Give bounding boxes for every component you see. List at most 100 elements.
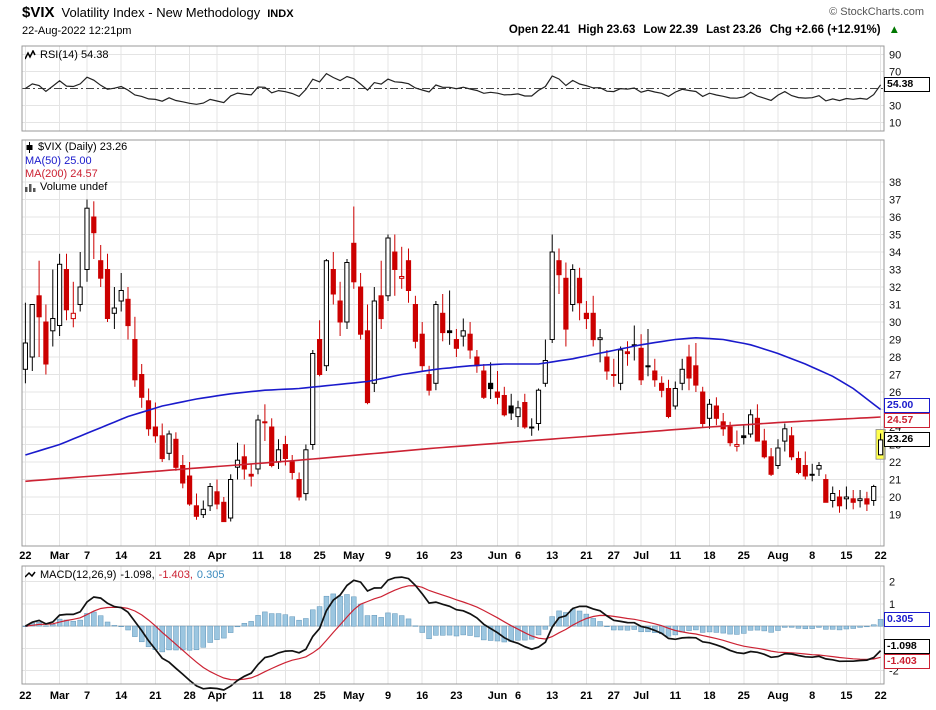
svg-text:28: 28 bbox=[183, 550, 195, 562]
svg-text:15: 15 bbox=[840, 550, 852, 562]
svg-text:Apr: Apr bbox=[208, 550, 228, 562]
symbol-name: Volatility Index - New Methodology bbox=[61, 5, 261, 20]
svg-text:25: 25 bbox=[313, 690, 325, 702]
svg-text:27: 27 bbox=[608, 550, 620, 562]
candlestick-icon bbox=[26, 141, 33, 153]
svg-text:9: 9 bbox=[385, 690, 391, 702]
svg-text:21: 21 bbox=[580, 690, 592, 702]
macd-line-value-box: -1.098 bbox=[884, 639, 930, 654]
quote-change: Chg +2.66 (+12.91%) bbox=[770, 24, 881, 36]
svg-text:13: 13 bbox=[546, 550, 558, 562]
svg-text:15: 15 bbox=[840, 690, 852, 702]
low-value: 22.39 bbox=[669, 24, 699, 36]
macd-legend: MACD(12,26,9) -1.098, -1.403, 0.305 bbox=[25, 569, 224, 581]
candlesticks bbox=[22, 199, 886, 523]
svg-text:22: 22 bbox=[874, 690, 886, 702]
svg-text:Mar: Mar bbox=[50, 550, 70, 562]
copyright: © StockCharts.com bbox=[829, 6, 924, 18]
macd-legend-macd-value: -1.098, bbox=[120, 569, 155, 581]
svg-text:13: 13 bbox=[546, 690, 558, 702]
svg-text:Jun: Jun bbox=[488, 550, 508, 562]
volume-legend-label: Volume undef bbox=[40, 181, 108, 193]
svg-text:May: May bbox=[343, 690, 365, 702]
ma50-last-value-box: 25.00 bbox=[884, 398, 930, 414]
svg-text:22: 22 bbox=[19, 550, 31, 562]
svg-text:Mar: Mar bbox=[50, 690, 70, 702]
quote-datetime: 22-Aug-2022 12:21pm bbox=[22, 25, 132, 37]
rsi-legend-label: RSI(14) 54.38 bbox=[40, 49, 109, 61]
svg-text:31: 31 bbox=[889, 300, 901, 312]
svg-text:25: 25 bbox=[738, 550, 750, 562]
svg-text:21: 21 bbox=[149, 690, 161, 702]
svg-text:8: 8 bbox=[809, 550, 815, 562]
svg-text:16: 16 bbox=[416, 690, 428, 702]
svg-text:6: 6 bbox=[515, 550, 521, 562]
svg-text:8: 8 bbox=[809, 690, 815, 702]
quote-summary: Open 22.41 High 23.63 Low 22.39 Last 23.26 C… bbox=[509, 24, 900, 36]
svg-text:23: 23 bbox=[450, 690, 462, 702]
svg-text:1: 1 bbox=[889, 599, 895, 611]
ma-200--line bbox=[25, 416, 881, 483]
svg-text:27: 27 bbox=[889, 370, 901, 382]
svg-text:22: 22 bbox=[874, 550, 886, 562]
svg-text:23: 23 bbox=[450, 550, 462, 562]
last-value: 23.26 bbox=[732, 24, 762, 36]
volume-bars-icon bbox=[25, 184, 36, 192]
high-value: 23.63 bbox=[606, 24, 636, 36]
svg-text:Jul: Jul bbox=[633, 690, 649, 702]
svg-text:22: 22 bbox=[889, 457, 901, 469]
macd-legend-signal-value: -1.403, bbox=[158, 569, 193, 581]
svg-text:20: 20 bbox=[889, 492, 901, 504]
svg-text:25: 25 bbox=[313, 550, 325, 562]
price-last-value-box: 23.26 bbox=[884, 432, 930, 448]
gridlines bbox=[22, 46, 884, 684]
macd-legend-hist-value: 0.305 bbox=[196, 569, 225, 581]
rsi-indicator-icon bbox=[25, 50, 36, 60]
svg-text:Aug: Aug bbox=[767, 690, 788, 702]
svg-text:Jul: Jul bbox=[633, 550, 649, 562]
svg-text:38: 38 bbox=[889, 177, 901, 189]
macd-indicator-icon bbox=[25, 571, 36, 578]
macd-hist-value-box: 0.305 bbox=[884, 611, 930, 627]
ma200-legend-label: MA(200) 24.57 bbox=[25, 168, 98, 180]
title-row: $VIX Volatility Index - New Methodology … bbox=[22, 4, 294, 21]
quote-high: High 23.63 bbox=[578, 24, 635, 36]
svg-text:27: 27 bbox=[608, 690, 620, 702]
svg-text:7: 7 bbox=[84, 550, 90, 562]
svg-text:18: 18 bbox=[703, 550, 715, 562]
svg-text:21: 21 bbox=[889, 475, 901, 487]
macd-legend-name: MACD(12,26,9) bbox=[40, 569, 117, 581]
svg-text:Jun: Jun bbox=[488, 690, 508, 702]
panel-border bbox=[21, 565, 885, 685]
panel-border bbox=[21, 139, 885, 547]
svg-text:-2: -2 bbox=[889, 666, 899, 678]
svg-text:7: 7 bbox=[84, 690, 90, 702]
chg-value: +2.66 (+12.91%) bbox=[794, 24, 881, 36]
chg-label: Chg bbox=[769, 24, 792, 36]
svg-text:18: 18 bbox=[279, 550, 291, 562]
svg-text:28: 28 bbox=[183, 690, 195, 702]
high-label: High bbox=[578, 24, 604, 36]
svg-text:29: 29 bbox=[889, 335, 901, 347]
svg-text:6: 6 bbox=[515, 690, 521, 702]
quote-low: Low 22.39 bbox=[643, 24, 698, 36]
last-label: Last bbox=[706, 24, 730, 36]
rsi-legend: RSI(14) 54.38 bbox=[25, 49, 108, 61]
svg-text:26: 26 bbox=[889, 387, 901, 399]
rsi-line bbox=[25, 72, 882, 105]
quote-open: Open 22.41 bbox=[509, 24, 570, 36]
svg-text:30: 30 bbox=[889, 101, 901, 113]
svg-text:11: 11 bbox=[669, 550, 681, 562]
svg-text:70: 70 bbox=[889, 67, 901, 79]
price-legend-volume: Volume undef bbox=[25, 181, 107, 193]
open-value: 22.41 bbox=[541, 24, 571, 36]
svg-text:10: 10 bbox=[889, 118, 901, 130]
up-arrow-icon: ▲ bbox=[888, 24, 900, 36]
open-label: Open bbox=[508, 24, 539, 36]
svg-text:21: 21 bbox=[580, 550, 592, 562]
svg-text:Aug: Aug bbox=[767, 550, 788, 562]
svg-text:11: 11 bbox=[252, 550, 264, 562]
svg-text:90: 90 bbox=[889, 50, 901, 62]
